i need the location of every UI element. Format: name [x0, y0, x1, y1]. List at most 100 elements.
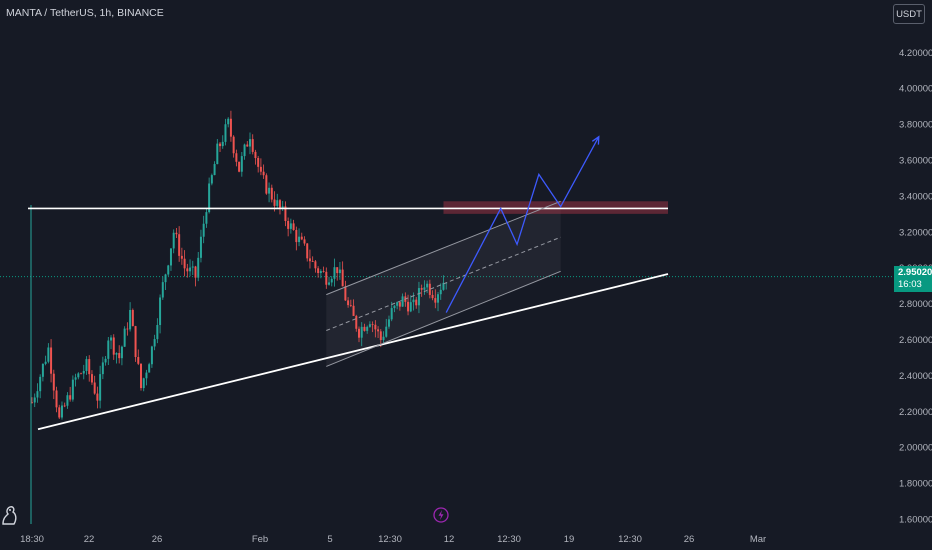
- candle-body: [298, 236, 301, 243]
- x-tick-label: 22: [84, 534, 95, 545]
- x-tick-label: 12: [444, 534, 455, 545]
- candle-body: [437, 294, 440, 303]
- candle-body: [396, 302, 399, 306]
- candle-body: [420, 288, 423, 290]
- candle-body: [235, 153, 238, 162]
- candle-body: [303, 239, 306, 244]
- candle-body: [360, 326, 363, 338]
- candle-body: [306, 243, 309, 259]
- candle-body: [322, 271, 325, 272]
- candle-body: [371, 324, 374, 326]
- candle-body: [240, 156, 243, 172]
- channel-lower-line: [326, 270, 561, 367]
- candle-body: [344, 286, 347, 301]
- y-tick-label: 3.40000: [899, 191, 932, 202]
- candle-body: [227, 118, 230, 125]
- y-tick-label: 2.00000: [899, 443, 932, 454]
- candle-body: [338, 269, 341, 274]
- candle-body: [330, 278, 333, 283]
- candle-body: [341, 269, 344, 287]
- candle-body: [71, 379, 74, 400]
- candle-body: [47, 347, 50, 362]
- candle-body: [387, 319, 390, 327]
- candle-body: [96, 393, 99, 401]
- candle-body: [423, 287, 426, 290]
- candle-body: [69, 395, 72, 400]
- candle-body: [355, 315, 358, 329]
- candle-body: [134, 326, 137, 358]
- candle-body: [120, 346, 123, 359]
- candle-body: [191, 266, 194, 268]
- y-tick-label: 3.60000: [899, 156, 932, 167]
- candle-body: [202, 223, 205, 237]
- candle-body: [99, 374, 102, 401]
- candle-body: [148, 364, 151, 373]
- candle-body: [164, 274, 167, 283]
- candle-body: [415, 299, 418, 306]
- candle-body: [221, 141, 224, 147]
- candle-body: [270, 187, 273, 200]
- candle-body: [363, 326, 366, 331]
- x-tick-label: 18:30: [20, 534, 44, 545]
- candle-body: [336, 267, 339, 274]
- y-tick-label: 2.20000: [899, 407, 932, 418]
- candle-body: [186, 268, 189, 272]
- last-price-value: 2.95020: [898, 267, 932, 278]
- candle-body: [199, 236, 202, 258]
- candle-body: [249, 139, 251, 147]
- currency-button[interactable]: USDT: [893, 4, 925, 24]
- candle-body: [439, 289, 442, 295]
- y-tick-label: 1.80000: [899, 479, 932, 490]
- x-tick-label: 12:30: [618, 534, 642, 545]
- candle-body: [393, 305, 396, 309]
- candle-body: [85, 359, 88, 371]
- candle-body: [153, 339, 156, 347]
- candle-body: [219, 143, 222, 147]
- candle-body: [36, 391, 39, 398]
- candle-body: [208, 183, 211, 213]
- candle-body: [265, 175, 268, 194]
- candle-body: [311, 261, 314, 262]
- candle-body: [349, 305, 352, 306]
- candle-body: [74, 377, 77, 380]
- candle-body: [161, 282, 164, 298]
- candle-body: [431, 294, 434, 299]
- candle-body: [246, 144, 249, 147]
- candle-body: [213, 164, 216, 176]
- last-price-tag: 2.95020 16:03: [894, 266, 932, 292]
- x-tick-label: 12:30: [378, 534, 402, 545]
- candle-body: [205, 212, 208, 224]
- candle-body: [150, 346, 153, 365]
- candle-body: [268, 187, 271, 194]
- chart-title: MANTA / TetherUS, 1h, BINANCE: [6, 7, 164, 19]
- candle-body: [131, 309, 134, 327]
- candle-body: [126, 328, 129, 330]
- candle-body: [194, 266, 197, 278]
- candle-body: [90, 374, 93, 383]
- candle-body: [189, 267, 192, 272]
- candle-body: [118, 353, 121, 359]
- candle-body: [238, 161, 241, 172]
- candle-body: [412, 299, 415, 303]
- y-tick-label: 1.60000: [899, 515, 932, 526]
- candle-body: [358, 328, 360, 338]
- x-tick-label: 26: [684, 534, 695, 545]
- candle-body: [434, 298, 437, 303]
- candle-body: [216, 143, 219, 165]
- candle-body: [407, 301, 410, 312]
- candle-body: [88, 359, 91, 375]
- x-tick-label: 19: [564, 534, 575, 545]
- candle-body: [287, 220, 290, 229]
- candle-body: [276, 200, 279, 206]
- candle-body: [129, 309, 132, 330]
- bar-countdown: 16:03: [898, 279, 922, 290]
- lightning-icon[interactable]: [433, 507, 449, 523]
- candle-body: [197, 257, 200, 278]
- candle-body: [156, 325, 159, 340]
- candle-body: [167, 265, 170, 275]
- candle-body: [385, 326, 388, 337]
- candle-body: [159, 297, 162, 326]
- candle-body: [104, 358, 107, 363]
- candle-body: [398, 302, 401, 307]
